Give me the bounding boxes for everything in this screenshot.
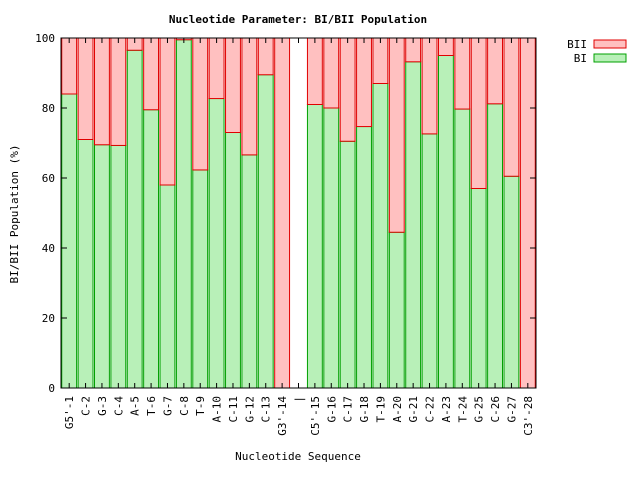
x-tick-label: C-13 — [260, 396, 273, 423]
x-tick-label: | — [293, 396, 306, 403]
plot-area — [60, 37, 537, 389]
bar-bii-g25 — [470, 37, 487, 189]
x-tick-label: C-8 — [178, 396, 191, 416]
bar-bi-g7 — [159, 184, 176, 389]
y-tick-label: 0 — [48, 382, 55, 395]
bar-bii-c17 — [339, 37, 356, 142]
x-tick-label: T-24 — [456, 396, 469, 423]
legend-label-bii: BII — [567, 38, 587, 51]
bar-bi-a10 — [208, 98, 225, 389]
legend-swatch-bii — [593, 39, 627, 49]
x-tick-label: G-27 — [505, 396, 518, 423]
x-tick-label: C-22 — [424, 396, 437, 423]
x-tick-label: C-17 — [342, 396, 355, 423]
bar-bi-c11 — [225, 132, 241, 389]
bar-bi-g3 — [94, 144, 110, 389]
y-tick-label: 80 — [42, 102, 55, 115]
x-tick-label: A-23 — [440, 396, 453, 423]
bar-bi-c13 — [257, 74, 274, 389]
bar-bii-g314 — [274, 37, 291, 389]
bar-bii-t6 — [143, 37, 160, 111]
bar-bii-c4 — [110, 37, 127, 146]
bar-bi-g12 — [241, 154, 258, 389]
legend-label-bi: BI — [574, 52, 587, 65]
y-tick-label: 100 — [35, 32, 55, 45]
chart-title: Nucleotide Parameter: BI/BII Population — [169, 13, 427, 26]
bar-bii-g27 — [503, 37, 520, 177]
x-tick-label: G-25 — [473, 396, 486, 423]
x-axis-label: Nucleotide Sequence — [235, 450, 361, 463]
x-tick-label: T-9 — [194, 396, 207, 416]
bar-bii-g12 — [241, 37, 258, 156]
bar-bi-g27 — [503, 175, 520, 389]
bar-bi-g25 — [470, 188, 487, 389]
bar-bi-g16 — [323, 107, 340, 389]
x-tick-label: G-16 — [325, 396, 338, 423]
bar-bii-a10 — [208, 37, 225, 100]
x-tick-label: A-20 — [391, 396, 404, 423]
x-tick-label: C-2 — [80, 396, 93, 416]
x-tick-label: A-10 — [211, 396, 224, 423]
x-tick-label: G-18 — [358, 396, 371, 423]
bar-bii-g16 — [323, 37, 340, 109]
x-tick-label: A-5 — [129, 396, 142, 416]
bar-bii-t9 — [192, 37, 209, 171]
bar-bi-c4 — [110, 144, 127, 389]
x-tick-label: G5'-1 — [63, 396, 76, 429]
bar-bi-c17 — [339, 140, 356, 389]
x-tick-label: G-7 — [161, 396, 174, 416]
bar-bii-g7 — [159, 37, 176, 186]
bar-bii-c26 — [487, 37, 503, 105]
bar-bi-c515 — [306, 104, 323, 389]
y-axis: 0 20 40 60 80 100 — [35, 32, 536, 395]
y-axis-label: BI/BII Population (%) — [8, 144, 21, 283]
bar-bii-c11 — [225, 37, 241, 133]
legend-swatch-bi — [593, 53, 627, 63]
x-tick-label: C-26 — [489, 396, 502, 423]
x-tick-label: C-11 — [227, 396, 240, 423]
bar-bi-g18 — [356, 126, 372, 389]
bar-bi-a23 — [437, 55, 454, 389]
x-tick-label: T-6 — [145, 396, 158, 416]
y-tick-label: 40 — [42, 242, 55, 255]
bar-bi-c2 — [77, 139, 94, 389]
x-tick-label: C5'-15 — [309, 396, 322, 436]
bar-bi-a5 — [126, 49, 143, 389]
y-tick-label: 20 — [42, 312, 55, 325]
bar-bi-c26 — [487, 103, 503, 389]
bar-bii-t24 — [454, 37, 471, 110]
bar-bi-t6 — [143, 109, 160, 389]
bar-bii-g18 — [356, 37, 372, 128]
bar-bii-t19 — [372, 37, 389, 84]
x-tick-label: T-19 — [374, 396, 387, 423]
x-tick-label: G-21 — [407, 396, 420, 423]
bar-bii-c13 — [257, 37, 274, 76]
bar-bi-t24 — [454, 108, 471, 389]
bar-bii-c22 — [421, 37, 438, 135]
bar-bii-c2 — [77, 37, 94, 140]
x-tick-label: G3'-14 — [276, 396, 289, 436]
bar-bi-t9 — [192, 169, 209, 389]
x-tick-label: G-12 — [243, 396, 256, 423]
bar-bi-c22 — [421, 133, 438, 389]
bar-bii-a20 — [388, 37, 405, 233]
x-tick-label: G-3 — [96, 396, 109, 416]
bar-bi-t19 — [372, 83, 389, 389]
bar-bii-g51 — [61, 37, 78, 95]
bar-bii-c515 — [306, 37, 323, 105]
bar-bi-g51 — [61, 93, 78, 389]
bar-bii-g3 — [94, 37, 110, 146]
x-tick-label: C3'-28 — [522, 396, 535, 436]
bar-bi-a20 — [388, 231, 405, 389]
x-tick-label: C-4 — [112, 396, 125, 416]
bar-bi-g21 — [405, 61, 422, 389]
bar-bii-c328 — [519, 37, 536, 389]
y-tick-label: 60 — [42, 172, 55, 185]
x-axis: G5'-1 C-2 G-3 C-4 A-5 T-6 G-7 C-8 T-9 A-10 C-11 G-1… — [63, 38, 535, 436]
bar-bi-c8 — [175, 39, 192, 389]
